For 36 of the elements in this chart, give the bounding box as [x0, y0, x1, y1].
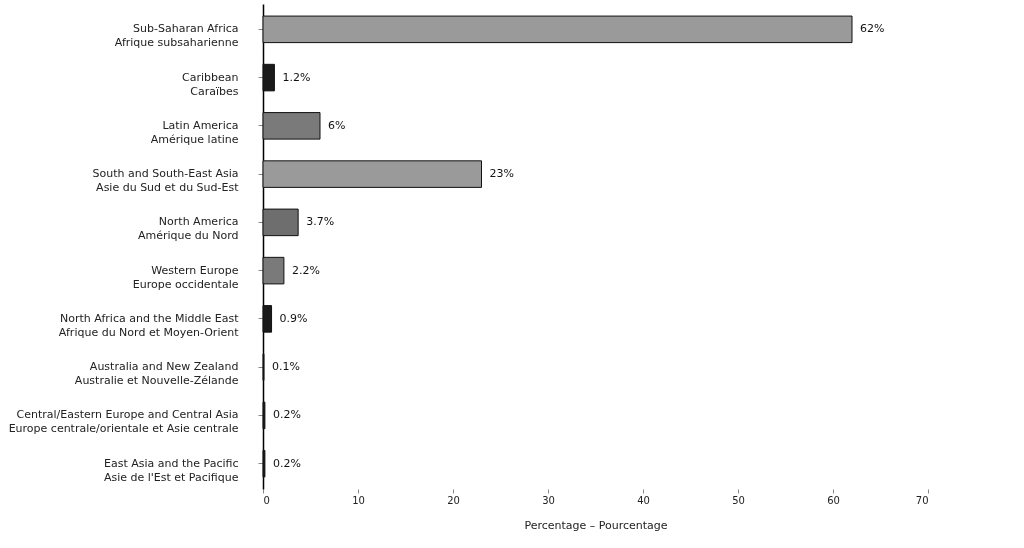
y-tick-label: Caribbean Caraïbes [182, 70, 239, 98]
x-tick-label: 0 [263, 494, 270, 506]
bar [262, 15, 853, 44]
y-tick-label: South and South-East Asia Asie du Sud et du Sud-Est [92, 167, 240, 195]
bar [262, 63, 275, 92]
bar [262, 208, 299, 237]
data-label: 1.2% [282, 70, 311, 84]
data-label: 0.2% [272, 408, 301, 422]
x-tick-label: 70 [915, 494, 929, 506]
data-label: 2.2% [291, 263, 320, 277]
x-tick-label: 50 [732, 494, 745, 506]
data-label: 0.2% [272, 456, 301, 470]
data-label: 62% [860, 22, 885, 36]
bar [262, 112, 321, 140]
x-axis-title: Percentage – Pourcentage [524, 518, 668, 532]
data-label: 3.7% [306, 215, 335, 229]
data-label: 0.1% [271, 360, 300, 374]
x-tick-label: 60 [827, 494, 840, 506]
bar [262, 160, 482, 188]
data-label: 0.9% [279, 311, 308, 325]
x-tick-label: 40 [637, 494, 650, 506]
y-tick-label: Sub-Saharan Africa Afrique subsaharienne [114, 22, 239, 50]
data-label: 23% [489, 167, 514, 181]
bar [262, 305, 273, 333]
y-tick-label: Australia and New Zealand Australie et Nouvelle-Zélande [74, 360, 239, 388]
x-tick-label: 30 [542, 494, 555, 506]
data-label: 6% [328, 118, 346, 132]
y-tick-label: Western Europe Europe occidentale [132, 263, 239, 291]
y-tick-label: North Africa and the Middle East Afrique du Nord et Moyen-Orient [58, 311, 240, 339]
x-tick-label: 10 [352, 494, 365, 506]
y-tick-label: North America Amérique du Nord [137, 215, 239, 243]
y-tick-label: Central/Eastern Europe and Central Asia Europe centrale/orientale et Asie centrale [8, 408, 239, 436]
bar [262, 256, 285, 285]
x-tick-label: 20 [447, 494, 460, 506]
y-tick-label: Latin America Amérique latine [150, 118, 239, 146]
y-tick-label: East Asia and the Pacific Asie de l'Est et Pacifique [103, 456, 239, 484]
